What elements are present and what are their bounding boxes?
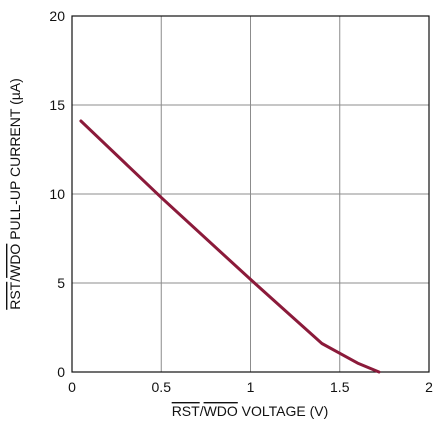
plot-frame (71, 15, 430, 373)
y-tick-labels: 0 5 10 15 20 (49, 8, 65, 380)
x-axis-label: RST/WDO VOLTAGE (V) (172, 403, 329, 419)
y-tick-label: 15 (49, 97, 65, 113)
y-tick-label: 0 (57, 364, 65, 380)
x-tick-label: 1.5 (330, 379, 350, 395)
grid (72, 16, 429, 372)
series-line (79, 119, 381, 374)
x-tick-label: 0 (68, 379, 76, 395)
y-tick-label: 20 (49, 8, 65, 24)
y-tick-label: 5 (57, 275, 65, 291)
y-tick-label: 10 (49, 186, 65, 202)
x-tick-label: 0.5 (152, 379, 172, 395)
x-tick-labels: 0 0.5 1 1.5 2 (68, 379, 433, 395)
x-tick-label: 2 (425, 379, 433, 395)
x-tick-label: 1 (247, 379, 255, 395)
series-group (79, 119, 381, 374)
y-axis-label: RST/WDO PULL-UP CURRENT (µA) (7, 78, 23, 310)
